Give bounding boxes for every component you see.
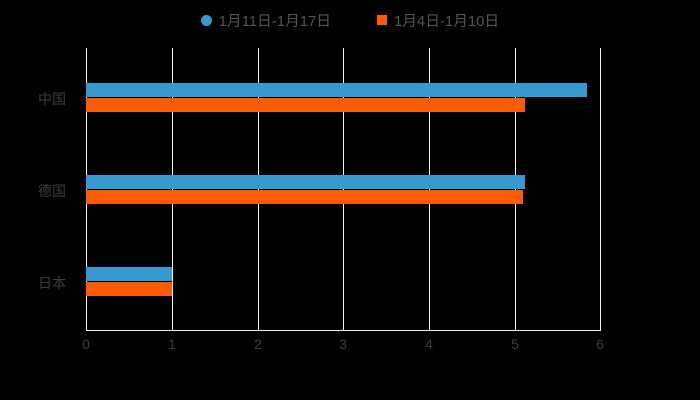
bar-china-series-2[interactable] xyxy=(86,98,525,112)
category-label-japan: 日本 xyxy=(38,275,66,291)
gridline-5 xyxy=(515,48,516,330)
x-tick-label-5: 5 xyxy=(511,336,519,352)
legend-item-series-2[interactable]: 1月4日-1月10日 xyxy=(377,10,499,31)
legend-label-series-2: 1月4日-1月10日 xyxy=(394,13,500,30)
square-marker-icon xyxy=(377,15,388,25)
x-tick-label-4: 4 xyxy=(425,336,433,352)
bar-china-series-1[interactable] xyxy=(86,83,587,97)
gridline-6 xyxy=(600,48,601,330)
gridline-2 xyxy=(258,48,259,330)
x-tick-label-6: 6 xyxy=(596,336,604,352)
x-axis-line xyxy=(86,330,601,331)
x-tick-label-3: 3 xyxy=(339,336,347,352)
bar-japan-series-2[interactable] xyxy=(86,282,172,296)
gridline-3 xyxy=(343,48,344,330)
bar-germany-series-1[interactable] xyxy=(86,175,525,189)
category-label-china: 中国 xyxy=(38,91,66,107)
legend-label-series-1: 1月11日-1月17日 xyxy=(218,13,332,30)
category-label-germany: 德国 xyxy=(38,183,66,199)
legend-item-series-1[interactable]: 1月11日-1月17日 xyxy=(200,10,332,31)
gridline-1 xyxy=(172,48,173,330)
bar-germany-series-2[interactable] xyxy=(86,190,523,204)
x-tick-label-0: 0 xyxy=(82,336,90,352)
x-tick-label-2: 2 xyxy=(254,336,262,352)
gridline-0 xyxy=(86,48,87,330)
chart-legend: 1月11日-1月17日 1月4日-1月10日 xyxy=(0,6,700,34)
circle-marker-icon xyxy=(200,14,212,26)
gridline-4 xyxy=(429,48,430,330)
bar-japan-series-1[interactable] xyxy=(86,267,172,281)
x-tick-label-1: 1 xyxy=(168,336,176,352)
plot-area xyxy=(86,48,601,330)
